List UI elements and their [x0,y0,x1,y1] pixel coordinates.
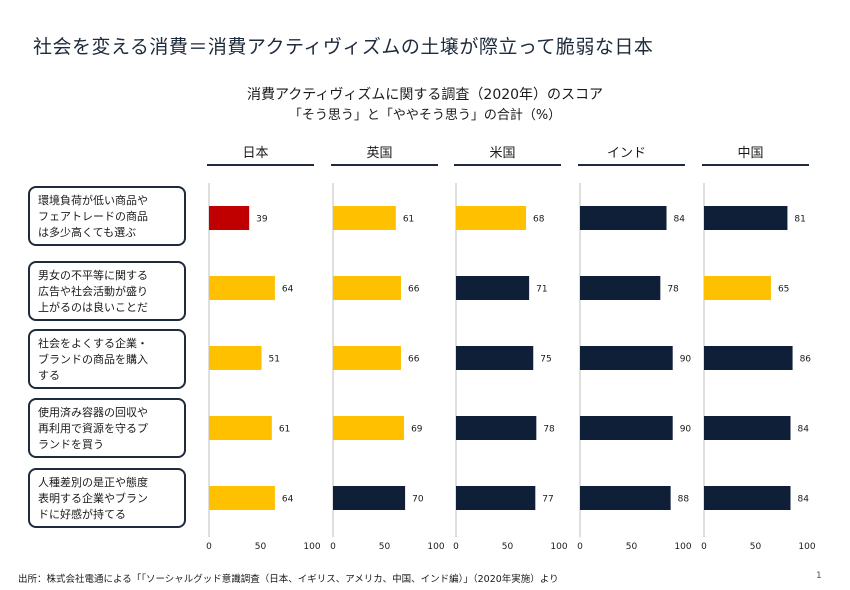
data-label: 66 [408,285,420,295]
bar [333,206,396,230]
tick-label: 0 [453,542,459,552]
page-title: 社会を変える消費＝消費アクティヴィズムの土壌が際立って脆弱な日本 [33,36,654,58]
bar [209,206,250,230]
source-footnote: 出所：株式会社電通による「「ソーシャルグッド意識調査（日本、イギリス、アメリカ、… [18,574,559,585]
bar [209,346,262,370]
data-label: 61 [403,215,414,225]
bar [704,346,793,370]
data-label: 78 [543,425,555,435]
bar [333,416,405,440]
data-label: 84 [798,425,810,435]
data-label: 39 [256,215,268,225]
bar [333,276,401,300]
data-label: 64 [282,495,294,505]
bar [704,486,791,510]
tick-label: 100 [550,542,567,552]
data-label: 68 [533,215,545,225]
bar [580,486,671,510]
bar [456,206,527,230]
bar [704,206,788,230]
data-label: 86 [800,355,812,365]
data-label: 51 [269,355,280,365]
data-label: 81 [794,215,805,225]
bar [209,486,275,510]
bar [580,206,667,230]
bar [456,346,534,370]
data-label: 66 [408,355,420,365]
bar [456,276,530,300]
row-label-2: 男女の不平等に関する 広告や社会活動が盛り 上がるのは良いことだ [28,261,186,321]
row-label-4: 使用済み容器の回収や 再利用で資源を守るプ ランドを買う [28,398,186,458]
chart-subtitle: 消費アクティヴィズムに関する調査（2020年）のスコア [246,87,604,103]
panel-header-4: インド [607,146,646,161]
bar [456,416,537,440]
data-label: 78 [667,285,679,295]
panel-header-2: 英国 [366,146,392,161]
row-label-1: 環境負荷が低い商品や フェアトレードの商品 は多少高くても選ぶ [28,186,186,246]
bar [704,276,771,300]
row-label-3: 社会をよくする企業・ ブランドの商品を購入 する [28,329,186,389]
tick-label: 100 [798,542,815,552]
tick-label: 0 [330,542,336,552]
data-label: 77 [542,495,553,505]
data-label: 61 [279,425,290,435]
data-label: 70 [412,495,424,505]
tick-label: 50 [255,542,267,552]
row-label-5: 人種差別の是正や態度 表明する企業やブラン ドに好感が持てる [28,468,186,528]
bar [704,416,791,440]
tick-label: 50 [379,542,391,552]
tick-label: 50 [626,542,638,552]
data-label: 69 [411,425,423,435]
chart-subtitle-unit: 「そう思う」と「ややそう思う」の合計（%） [288,108,562,123]
tick-label: 100 [674,542,691,552]
bar [580,416,673,440]
panel-header-5: 中国 [737,146,763,161]
data-label: 90 [680,425,692,435]
data-label: 75 [540,355,551,365]
data-label: 64 [282,285,294,295]
tick-label: 100 [427,542,444,552]
tick-label: 50 [750,542,762,552]
data-label: 84 [674,215,686,225]
data-label: 88 [678,495,690,505]
bar [580,276,661,300]
page-number: 1 [816,571,822,581]
tick-label: 0 [701,542,707,552]
data-label: 90 [680,355,692,365]
data-label: 71 [536,285,547,295]
bar [209,276,275,300]
panel-header-3: 米国 [489,146,515,161]
tick-label: 0 [577,542,583,552]
bar [209,416,272,440]
data-label: 65 [778,285,789,295]
bar [333,486,406,510]
bar [456,486,536,510]
tick-label: 0 [206,542,212,552]
data-label: 84 [798,495,810,505]
tick-label: 100 [303,542,320,552]
bar [333,346,401,370]
bar [580,346,673,370]
tick-label: 50 [502,542,514,552]
panel-header-1: 日本 [242,146,268,161]
